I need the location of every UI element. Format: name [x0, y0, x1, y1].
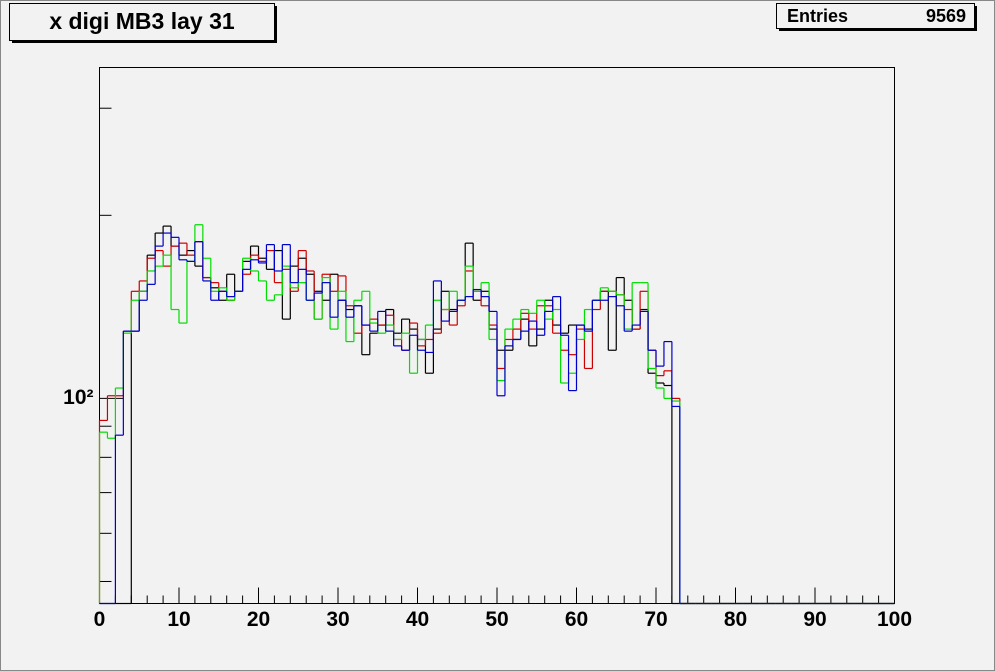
x-tick-label: 60 — [565, 608, 588, 631]
x-tick-label: 90 — [803, 608, 826, 631]
title-box — [9, 3, 275, 41]
x-tick-label: 20 — [247, 608, 270, 631]
x-tick-label: 0 — [94, 608, 106, 631]
stats-box — [776, 3, 975, 29]
x-tick-label: 70 — [644, 608, 667, 631]
x-tick-label: 10 — [167, 608, 190, 631]
x-tick-label: 100 — [877, 608, 912, 631]
chart-title: x digi MB3 lay 31 — [49, 8, 235, 34]
stats-label: Entries — [787, 6, 848, 26]
x-tick-label: 50 — [485, 608, 508, 631]
y-tick-label: 10² — [63, 386, 93, 409]
x-tick-label: 80 — [724, 608, 747, 631]
stats-value: 9569 — [926, 6, 966, 26]
x-tick-label: 40 — [406, 608, 429, 631]
x-tick-label: 30 — [326, 608, 349, 631]
